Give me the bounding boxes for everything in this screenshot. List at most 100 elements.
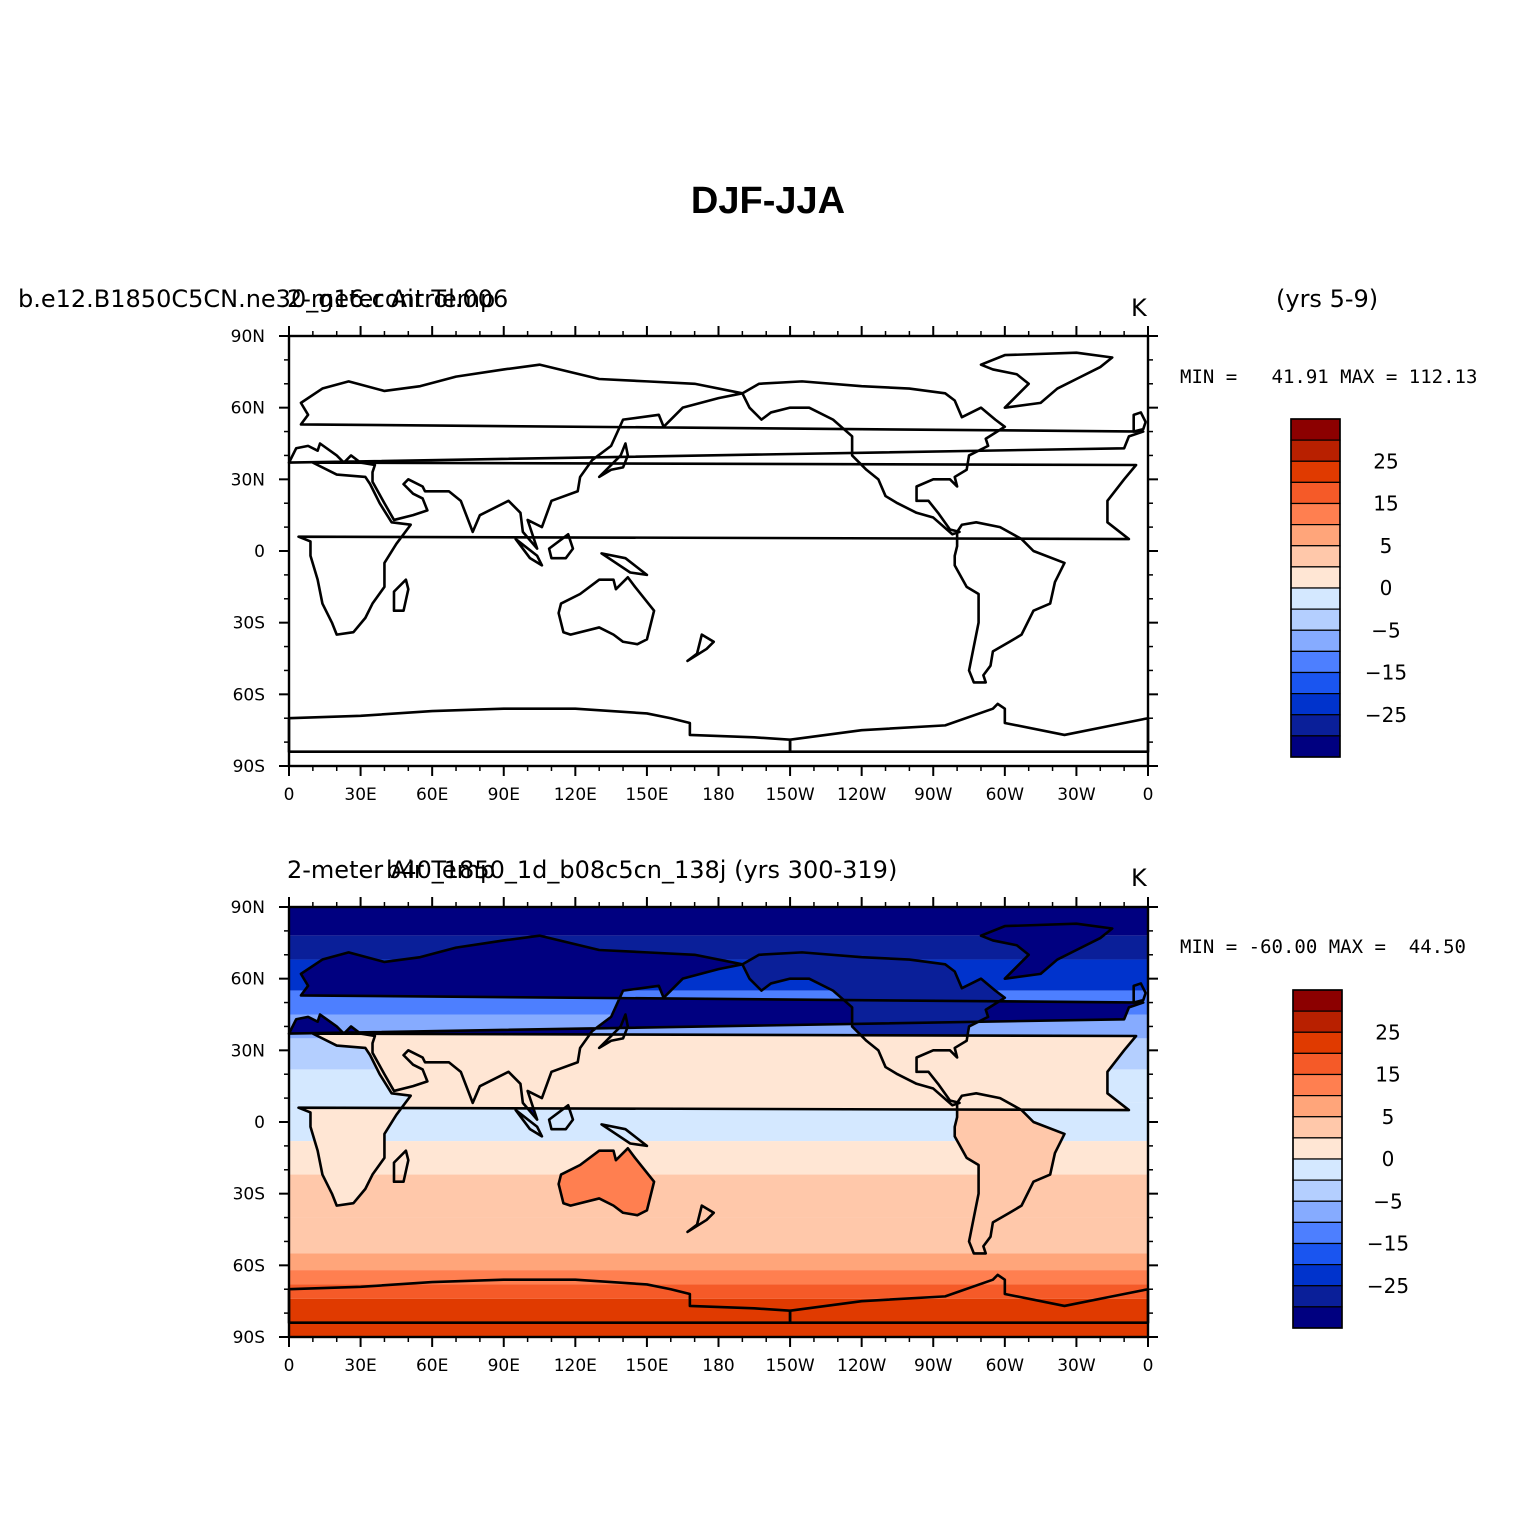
cb1-label-0: 25 [1373,449,1398,473]
map1-ytick-label-3: 0 [254,542,265,562]
map1-xtick-label-8: 120W [837,785,886,805]
map1-ytick-label-6: 90S [233,757,265,777]
cb1-label-1: 15 [1373,492,1398,516]
map1-ytick-label-4: 30S [233,614,265,634]
map1-coast-north_america [741,380,1007,536]
map1-coast-australia [557,575,656,646]
map2-xtick-label-7: 150W [765,1356,814,1376]
map2-coast-south_america [953,1092,1066,1255]
map2-xtick-label-11: 30W [1057,1356,1096,1376]
map2-coast-japan [597,1013,630,1050]
cb2-label-5: −15 [1367,1232,1409,1256]
map2-xtick-label-6: 180 [702,1356,734,1376]
cb2-box-10 [1292,1200,1343,1223]
cb2-box-15 [1292,1306,1343,1329]
map1-coast-south_america [953,521,1066,684]
map1-xtick-label-9: 90W [914,785,953,805]
cb2-box-5 [1292,1095,1343,1118]
panel1-left-title: b.e12.B1850C5CN.ne30_g16.control.006 [18,285,509,313]
map2-field-band-11 [289,1253,1148,1271]
map2-xtick-label-5: 150E [625,1356,668,1376]
map1-coast-sumatra [514,537,544,567]
map1-ytick-label-5: 60S [233,685,265,705]
map2-coast-madagascar [392,1149,410,1184]
cb2-label-6: −25 [1367,1274,1409,1298]
map2-xtick-label-3: 90E [488,1356,520,1376]
map2-ytick-label-4: 30S [233,1185,265,1205]
map1-ytick-label-1: 60N [231,399,265,419]
map2-coast-africa [297,1032,1138,1207]
map2-xtick-label-12: 0 [1143,1356,1154,1376]
map1-xtick-label-1: 30E [344,785,376,805]
map2-coast-australia [557,1146,656,1217]
map2-xtick-label-0: 0 [284,1356,295,1376]
cb2-box-14 [1292,1285,1343,1308]
panel1-right-title: (yrs 5-9) [1276,285,1379,313]
cb2-box-3 [1292,1052,1343,1076]
panel2-units: K [1131,864,1147,892]
map2-field-band-10 [289,1217,1148,1254]
map1-coast-newguinea [600,552,649,577]
cb1-label-3: 0 [1380,576,1393,600]
cb1-frame [1290,418,1341,758]
cb2-label-4: −5 [1373,1189,1402,1213]
map2-xtick-label-1: 30E [344,1356,376,1376]
map1-xtick-label-0: 0 [284,785,295,805]
map2-xtick-label-10: 60W [986,1356,1025,1376]
map2-coast-borneo [547,1103,575,1131]
map1-xtick-label-10: 60W [986,785,1025,805]
map1-xtick-label-3: 90E [488,785,520,805]
cb2-box-11 [1292,1221,1343,1245]
map2-xtick-label-2: 60E [416,1356,448,1376]
panel2-stats: MIN = -60.00 MAX = 44.50 [1180,936,1466,958]
map1-coast-japan [597,442,630,479]
map1-coast-newzealand [686,633,716,663]
map2-ytick-label-5: 60S [233,1256,265,1276]
panel2-center-title: b40_1850_1d_b08c5cn_138j (yrs 300-319) [386,856,898,884]
cb1-label-6: −25 [1365,703,1407,727]
map1-xtick-label-7: 150W [765,785,814,805]
map1-xtick-label-11: 30W [1057,785,1096,805]
map2-field-north_america [742,952,1005,1106]
map2-coast-newguinea [600,1123,649,1148]
map2-ytick-label-6: 90S [233,1328,265,1348]
map1-coast-britain [1132,411,1147,433]
cb2-box-0 [1292,989,1343,1012]
map2-field-africa [298,1033,1137,1206]
panel2-left-title: 2-meter Air Temp [287,856,496,884]
map1-xtick-label-12: 0 [1143,785,1154,805]
panel1-center-title: 2-meter Air Temp [287,285,496,313]
map2-coast-britain [1132,982,1147,1004]
cb2-box-8 [1292,1158,1343,1181]
cb2-box-9 [1292,1179,1343,1202]
map1-coast-greenland [979,351,1114,409]
map2-coast-sumatra [514,1108,544,1138]
cb2-box-4 [1292,1073,1343,1097]
map2-ytick-label-2: 30N [231,1041,265,1061]
map1-xtick-label-6: 180 [702,785,734,805]
cb2-frame [1292,989,1343,1329]
cb2-box-7 [1292,1137,1343,1160]
map2-ytick-label-0: 90N [231,898,265,918]
map2-coast-north_america [741,951,1007,1107]
map1-ytick-label-0: 90N [231,327,265,347]
cb2-box-1 [1292,1010,1343,1033]
map2-xtick-label-9: 90W [914,1356,953,1376]
cb2-label-2: 5 [1382,1105,1395,1129]
cb2-label-0: 25 [1375,1020,1400,1044]
map2-field-band-14 [289,1298,1148,1337]
cb2-box-6 [1292,1116,1343,1139]
cb2-label-3: 0 [1382,1147,1395,1171]
map2-xtick-label-8: 120W [837,1356,886,1376]
map2-xtick-label-4: 120E [554,1356,597,1376]
map2-field-band-13 [289,1284,1148,1299]
map2-ytick-label-3: 0 [254,1113,265,1133]
map2-ytick-label-1: 60N [231,970,265,990]
map1-xtick-label-2: 60E [416,785,448,805]
map1-xtick-label-4: 120E [554,785,597,805]
cb1-label-2: 5 [1380,534,1393,558]
map1-xtick-label-5: 150E [625,785,668,805]
